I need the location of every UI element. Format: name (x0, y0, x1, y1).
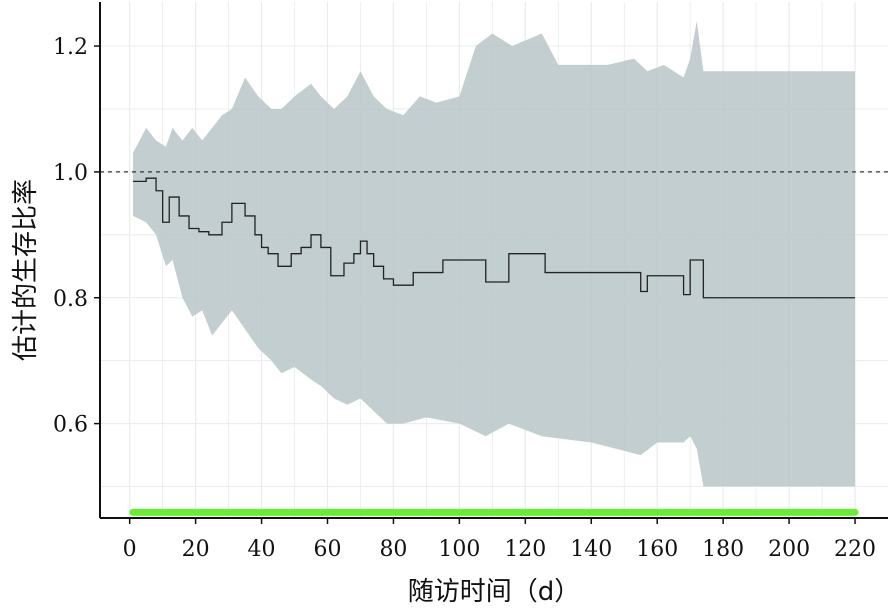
x-tick-label: 100 (438, 537, 480, 562)
x-tick-label: 120 (504, 537, 546, 562)
x-tick-label: 140 (570, 537, 612, 562)
y-tick-label: 0.6 (53, 413, 88, 438)
y-axis-title: 估计的生存比率 (11, 179, 41, 361)
x-axis-ticks: 0 20 40 60 80 100 120 140 160 180 200 220 (123, 518, 876, 562)
y-axis-ticks: 0.6 0.8 1.0 1.2 (53, 35, 100, 438)
x-tick-label: 220 (834, 537, 876, 562)
x-tick-label: 60 (313, 537, 341, 562)
x-axis-title: 随访时间（d） (408, 577, 581, 607)
x-tick-label: 80 (379, 537, 407, 562)
x-tick-label: 160 (636, 537, 678, 562)
x-tick-label: 180 (702, 537, 744, 562)
x-tick-label: 40 (248, 537, 276, 562)
confidence-band (132, 20, 856, 487)
y-tick-label: 1.0 (53, 161, 88, 186)
x-tick-label: 0 (123, 537, 137, 562)
y-tick-label: 1.2 (53, 35, 88, 60)
y-tick-label: 0.8 (53, 287, 88, 312)
x-tick-label: 200 (768, 537, 810, 562)
survival-step-line (132, 177, 856, 299)
x-tick-label: 20 (182, 537, 210, 562)
